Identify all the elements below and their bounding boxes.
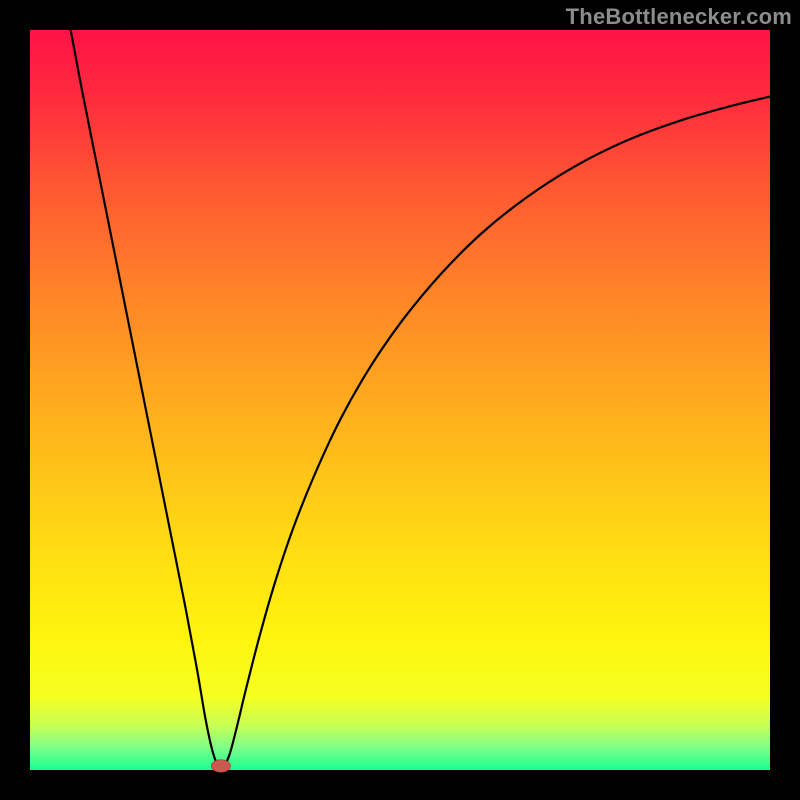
bottleneck-chart [0, 0, 800, 800]
chart-container: { "watermark": { "text": "TheBottlenecke… [0, 0, 800, 800]
plot-background [30, 30, 770, 770]
minimum-marker [211, 760, 230, 773]
watermark-text: TheBottlenecker.com [566, 4, 792, 30]
